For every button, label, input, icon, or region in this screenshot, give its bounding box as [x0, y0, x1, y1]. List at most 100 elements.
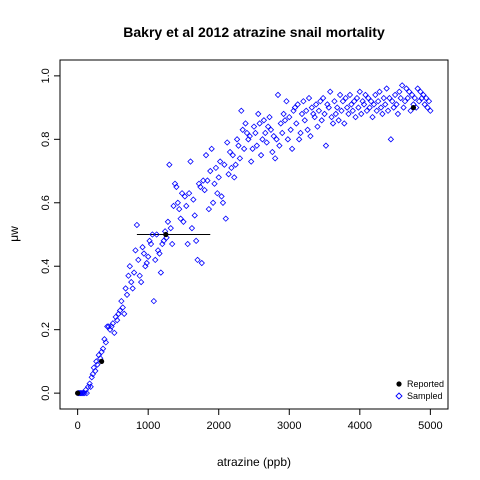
sampled-point	[398, 82, 406, 89]
sampled-point	[422, 94, 430, 102]
plot-frame	[59, 59, 449, 410]
sampled-point	[93, 358, 100, 365]
sampled-point	[174, 199, 181, 206]
sampled-point	[183, 202, 190, 210]
sampled-point	[167, 224, 174, 232]
sampled-point	[240, 145, 248, 153]
sampled-point	[421, 101, 428, 108]
sampled-point	[307, 132, 314, 140]
sampled-point	[314, 123, 321, 130]
sampled-point	[122, 285, 129, 292]
sampled-point	[235, 142, 242, 149]
x-tick-label: 2000	[206, 420, 230, 432]
sampled-point	[180, 218, 187, 225]
sampled-point	[198, 259, 205, 267]
sampled-point	[128, 278, 135, 286]
sampled-point	[243, 129, 251, 137]
legend: Reported Sampled	[395, 379, 444, 401]
sampled-point	[191, 212, 198, 219]
sampled-point	[90, 364, 98, 371]
sampled-point	[393, 101, 400, 108]
sampled-point	[218, 193, 225, 200]
sampled-point	[187, 158, 194, 165]
sampled-point	[300, 98, 307, 105]
sampled-point	[287, 126, 294, 133]
sampled-point	[425, 98, 433, 105]
sampled-point	[169, 240, 176, 248]
sampled-point	[259, 136, 266, 143]
sampled-point	[427, 107, 434, 114]
sampled-point	[308, 104, 316, 111]
sampled-point	[271, 155, 279, 162]
sampled-point	[319, 94, 327, 102]
sampled-point	[119, 304, 126, 311]
sampled-point	[160, 237, 167, 245]
sampled-point	[197, 183, 204, 191]
y-tick-label: 0.2	[40, 322, 52, 337]
sampled-point	[246, 132, 253, 140]
sampled-point	[219, 199, 227, 206]
sampled-point	[250, 123, 258, 130]
sampled-point	[116, 307, 124, 314]
sampled-point	[149, 231, 156, 238]
sampled-point	[132, 247, 139, 254]
x-tick-label: 0	[75, 420, 81, 432]
sampled-point	[121, 310, 128, 317]
sampled-point	[294, 101, 301, 108]
sampled-point	[249, 145, 256, 153]
sampled-point	[301, 117, 308, 124]
sampled-point	[135, 256, 142, 264]
sampled-point	[185, 190, 193, 197]
sampled-point	[123, 291, 131, 298]
sampled-point	[295, 136, 303, 143]
sampled-point	[156, 250, 163, 257]
sampled-point	[317, 98, 324, 105]
sampled-point	[216, 158, 224, 165]
sampled-point	[339, 98, 347, 105]
sampled-point	[208, 145, 215, 153]
sampled-point	[341, 120, 348, 127]
sampled-point	[324, 101, 331, 108]
sampled-point	[112, 313, 119, 321]
sampled-point	[232, 161, 239, 168]
sampled-point	[181, 193, 189, 200]
sampled-point	[334, 104, 341, 111]
sampled-point	[406, 88, 413, 95]
sampled-point	[238, 107, 245, 114]
sampled-point	[257, 152, 265, 159]
sampled-point	[109, 320, 117, 327]
sampled-point	[384, 107, 392, 114]
sampled-point	[263, 139, 270, 146]
sampled-point	[276, 142, 283, 149]
sampled-point	[283, 98, 290, 105]
sampled-point	[255, 110, 262, 118]
y-tick-label: 1.0	[40, 68, 52, 83]
sampled-point	[95, 351, 102, 359]
sampled-point	[145, 253, 152, 260]
y-tick-label: 0.4	[40, 259, 52, 274]
sampled-point	[236, 155, 244, 162]
sampled-point	[365, 94, 372, 102]
sampled-point	[322, 142, 330, 149]
sampled-point	[336, 91, 344, 99]
reported-point	[410, 104, 417, 111]
sampled-point	[358, 110, 365, 118]
sampled-point	[269, 148, 276, 156]
sampled-point	[221, 161, 228, 168]
sampled-point	[146, 237, 153, 245]
sampled-point	[176, 205, 183, 213]
sampled-point	[353, 94, 361, 102]
sampled-point	[266, 113, 273, 121]
sampled-point	[394, 110, 402, 118]
sampled-point	[280, 110, 287, 118]
sampled-point	[195, 180, 203, 187]
legend-label-sampled: Sampled	[407, 391, 443, 401]
sampled-point	[129, 285, 136, 292]
sampled-point	[157, 269, 165, 276]
sampled-point	[329, 120, 337, 127]
sampled-point	[136, 272, 143, 279]
sampled-point	[202, 152, 210, 159]
sampled-point	[397, 94, 404, 102]
sampled-point	[226, 148, 234, 156]
